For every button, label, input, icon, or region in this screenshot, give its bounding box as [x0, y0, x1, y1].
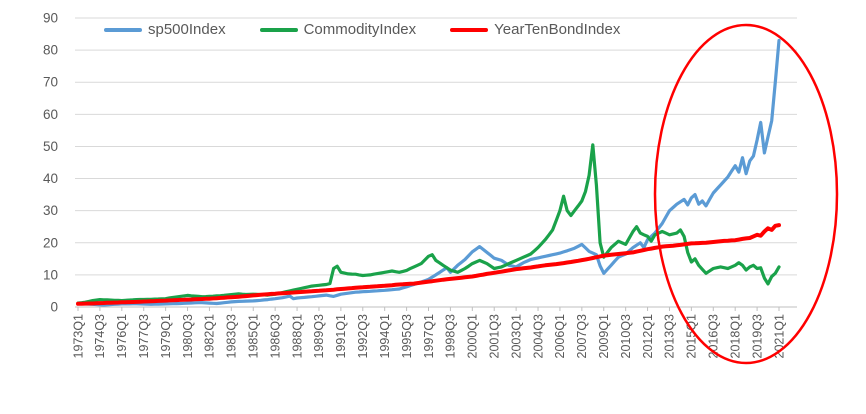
series-line-YearTenBondIndex: [76, 223, 781, 306]
x-tick-label: 1985Q1: [247, 314, 261, 359]
x-tick-label: 1982Q1: [203, 314, 217, 359]
series-lines: [76, 38, 781, 307]
x-tick-label: 2018Q1: [728, 314, 742, 359]
x-tick-label: 1997Q1: [422, 314, 436, 359]
x-tick-label: 1986Q3: [268, 314, 282, 359]
x-tick-label: 2004Q3: [531, 314, 545, 359]
x-tick-label: 1980Q3: [181, 314, 195, 359]
x-tick-label: 2003Q1: [509, 314, 523, 359]
x-tick-label: 1989Q3: [312, 314, 326, 359]
y-tick-label: 0: [50, 300, 58, 315]
y-tick-label: 90: [43, 11, 58, 26]
chart-legend: sp500Index CommodityIndex YearTenBondInd…: [104, 22, 620, 37]
x-tick-label: 2007Q3: [575, 314, 589, 359]
legend-item-commodity: CommodityIndex: [259, 21, 417, 38]
x-tick-label: 1976Q1: [115, 314, 129, 359]
y-tick-label: 30: [43, 203, 58, 218]
series-line-sp500Index: [76, 38, 781, 307]
x-tick-label: 1994Q1: [378, 314, 392, 359]
x-tick-label: 2013Q3: [663, 314, 677, 359]
x-tick-label: 1988Q1: [290, 314, 304, 359]
axis-ticks: [77, 307, 780, 311]
gridlines: [75, 17, 797, 308]
x-tick-label: 2016Q3: [707, 314, 721, 359]
x-tick-label: 2000Q1: [466, 314, 480, 359]
bond-line-swatch-icon: [450, 27, 489, 32]
highlight-ellipse: [653, 23, 839, 365]
x-tick-label: 1973Q1: [71, 314, 85, 359]
commodity-line-swatch-icon: [259, 27, 298, 32]
legend-label-commodity: CommodityIndex: [303, 21, 417, 38]
x-tick-label: 1974Q3: [93, 314, 107, 359]
x-tick-label: 2006Q1: [553, 314, 567, 359]
y-tick-label: 80: [43, 43, 58, 58]
legend-item-bond: YearTenBondIndex: [450, 22, 620, 37]
y-tick-label: 20: [43, 235, 58, 250]
y-tick-label: 70: [43, 75, 58, 90]
y-tick-label: 50: [43, 139, 58, 154]
x-tick-label: 2012Q1: [641, 314, 655, 359]
x-tick-label: 1983Q3: [225, 314, 239, 359]
legend-label-sp500: sp500Index: [148, 21, 226, 38]
legend-label-bond: YearTenBondIndex: [494, 21, 621, 38]
highlight-ellipse-annotation: [653, 23, 839, 365]
x-tick-label: 1991Q1: [334, 314, 348, 359]
x-tick-label: 1995Q3: [400, 314, 414, 359]
y-tick-label: 10: [43, 267, 58, 282]
x-tick-label: 1979Q1: [159, 314, 173, 359]
sp500-line-swatch-icon: [104, 27, 142, 32]
x-tick-label: 2010Q3: [619, 314, 633, 359]
x-tick-label: 2019Q3: [750, 314, 764, 359]
x-tick-label: 2009Q1: [597, 314, 611, 359]
x-tick-label: 2001Q3: [487, 314, 501, 359]
y-axis-labels: 0 10 20 30 40 50 60 70 80 90: [43, 11, 58, 315]
x-tick-label: 1998Q3: [444, 314, 458, 359]
y-tick-label: 40: [43, 171, 58, 186]
y-tick-label: 60: [43, 107, 58, 122]
series-line-CommodityIndex: [76, 143, 781, 305]
x-tick-label: 1992Q3: [356, 314, 370, 359]
x-axis-labels: 1973Q1 1974Q3 1976Q1 1977Q3 1979Q1 1980Q3 1982…: [71, 314, 786, 359]
legend-item-sp500: sp500Index: [104, 22, 226, 37]
x-tick-label: 1977Q3: [137, 314, 151, 359]
